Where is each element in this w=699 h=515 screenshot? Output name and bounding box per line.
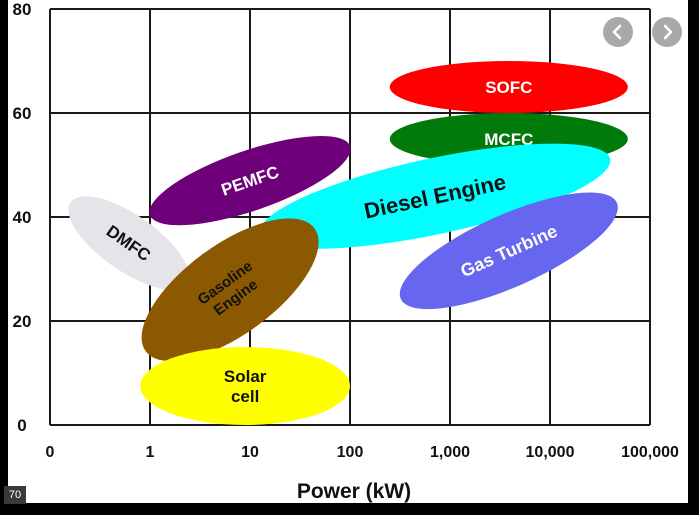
y-tick-label: 0 (17, 416, 26, 435)
x-tick-label: 10,000 (526, 444, 575, 461)
y-tick-label: 60 (13, 104, 32, 123)
y-tick-label: 80 (13, 0, 32, 19)
region-label: Solar cell (224, 367, 267, 406)
x-tick-label: 1 (146, 444, 155, 461)
region-ellipse (141, 218, 319, 362)
region-label: MCFC (484, 130, 533, 149)
region-ellipse (399, 192, 618, 310)
x-tick-label: 100 (337, 444, 364, 461)
x-tick-label: 0 (46, 444, 55, 461)
image-index-badge: 70 (4, 486, 26, 504)
region-dmfc: DMFC (68, 196, 190, 290)
previous-button[interactable] (603, 17, 633, 47)
region-diesel-engine: Diesel Engine (259, 143, 611, 249)
x-tick-label: 1,000 (430, 444, 470, 461)
y-tick-label: 40 (13, 208, 32, 227)
next-button[interactable] (652, 17, 682, 47)
region-ellipse (389, 61, 628, 113)
region-ellipse (140, 347, 350, 425)
region-gasoline-engine: GasolineEngine (141, 218, 319, 362)
region-sofc: SOFC (389, 61, 628, 113)
region-solar-cell: Solar cell (140, 347, 350, 425)
chevron-right-icon (663, 24, 673, 40)
region-label: SOFC (485, 78, 532, 97)
region-ellipse (68, 196, 190, 290)
x-tick-label: 100,000 (621, 444, 679, 461)
region-pemfc: PEMFC (149, 135, 351, 226)
y-tick-label: 20 (13, 312, 32, 331)
x-axis-title: Power (kW) (297, 480, 411, 503)
region-gas-turbine: Gas Turbine (399, 192, 618, 310)
x-tick-label: 10 (241, 444, 259, 461)
region-ellipse (259, 143, 611, 249)
chevron-left-icon (612, 24, 622, 40)
region-ellipse (149, 135, 351, 226)
